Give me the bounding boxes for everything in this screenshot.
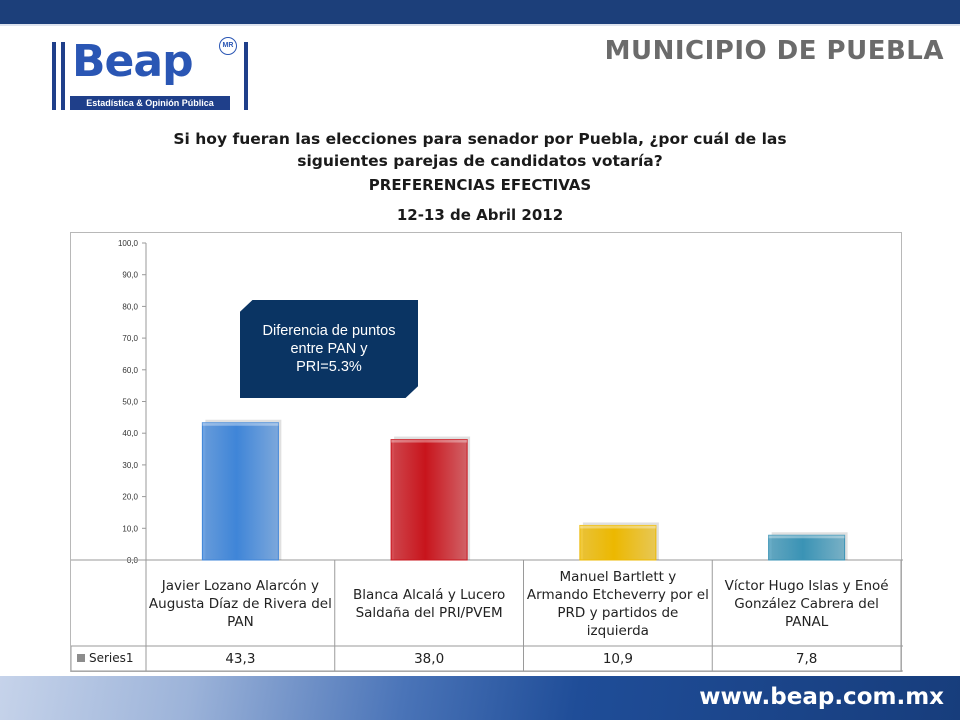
- bar: [201, 422, 279, 561]
- y-tick-label: 20,0: [122, 493, 138, 502]
- chart-date: 12-13 de Abril 2012: [396, 206, 564, 224]
- difference-callout: Diferencia de puntos entre PAN y PRI=5.3…: [240, 300, 418, 398]
- y-tick-label: 50,0: [122, 398, 138, 407]
- data-table-value: 7,8: [796, 651, 817, 667]
- footer-band: www.beap.com.mx: [0, 676, 960, 720]
- y-tick-label: 60,0: [122, 366, 138, 375]
- y-tick-label: 100,0: [118, 239, 139, 248]
- logo-bar: [244, 42, 248, 110]
- bar-chart: 0,010,020,030,040,050,060,070,080,090,01…: [70, 239, 903, 672]
- chart-titles: Si hoy fueran las elecciones para senado…: [100, 128, 860, 226]
- beap-logo: Beap MR Estadística & Opinión Pública: [52, 34, 248, 116]
- chart-frame: 0,0 10,0 20,0 30,0 40,0 50,0 60,0 70,0 80,0 90,0 1…: [70, 232, 903, 672]
- category-label: Javier Lozano Alarcón y Augusta Díaz de R…: [149, 578, 332, 630]
- logo-tagline: Estadística & Opinión Pública: [70, 96, 230, 110]
- footer-swoosh: [0, 676, 960, 720]
- bar-highlight: [579, 525, 656, 529]
- bar: [768, 534, 846, 561]
- logo-bar: [52, 42, 56, 110]
- bar-highlight: [202, 422, 279, 426]
- data-table-value: 38,0: [414, 651, 444, 667]
- top-banner: [0, 0, 960, 24]
- category-label: Manuel Bartlett y Armando Etcheverry por …: [527, 569, 709, 639]
- y-tick-label: 30,0: [122, 461, 138, 470]
- y-tick-label: 80,0: [122, 302, 138, 311]
- legend-series-label: Series1: [89, 651, 134, 665]
- data-table-value: 43,3: [225, 651, 255, 667]
- bar: [579, 524, 657, 561]
- municipality-heading: MUNICIPIO DE PUEBLA: [604, 36, 944, 66]
- footer-url: www.beap.com.mx: [699, 684, 944, 710]
- y-tick-label: 70,0: [122, 334, 138, 343]
- logo-bar: [61, 42, 65, 110]
- category-label: Blanca Alcalá y Lucero Saldaña del PRI/PV…: [353, 587, 505, 621]
- chart-subtitle: PREFERENCIAS EFECTIVAS: [368, 176, 592, 194]
- y-tick-label: 40,0: [122, 429, 138, 438]
- chart-title: Si hoy fueran las elecciones para senado…: [173, 130, 787, 170]
- bar-highlight: [391, 439, 468, 443]
- legend-swatch: [77, 654, 85, 662]
- bar-highlight: [768, 535, 845, 539]
- y-tick-label: 90,0: [122, 271, 138, 280]
- logo-registered-mark: MR: [219, 37, 237, 55]
- top-rule: [0, 24, 960, 26]
- logo-wordmark: Beap: [72, 36, 194, 87]
- y-tick-label: 10,0: [122, 524, 138, 533]
- bar: [390, 439, 468, 561]
- category-label: Víctor Hugo Islas y Enoé González Cabrera…: [725, 578, 889, 630]
- data-table-value: 10,9: [603, 651, 633, 667]
